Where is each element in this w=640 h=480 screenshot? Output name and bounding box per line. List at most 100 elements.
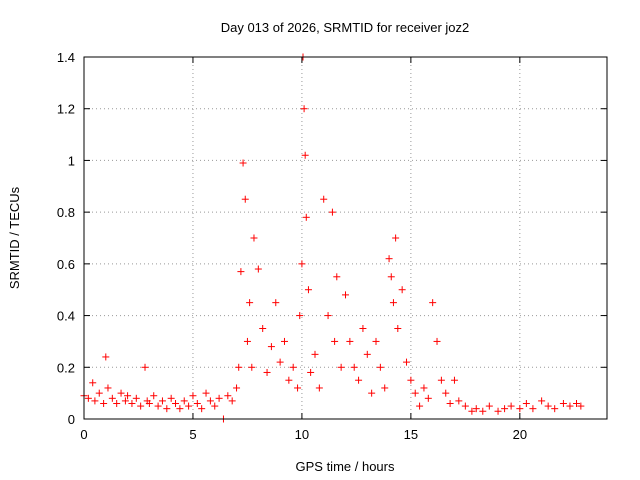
data-point xyxy=(403,358,411,366)
data-point xyxy=(389,299,397,307)
data-point xyxy=(337,363,345,371)
data-point xyxy=(381,384,389,392)
data-point xyxy=(398,286,406,294)
ticks: 0 5 10 15 20 0 0.2 0.4 0.6 0.8 1 1.2 1.4 xyxy=(57,50,607,442)
data-point xyxy=(259,325,267,332)
data-point xyxy=(254,265,262,273)
data-point xyxy=(224,392,232,400)
data-point xyxy=(342,291,349,299)
data-point xyxy=(551,405,559,413)
data-point xyxy=(137,402,145,410)
data-point xyxy=(185,402,193,410)
data-point xyxy=(100,399,108,407)
data-point xyxy=(516,405,524,413)
data-point xyxy=(350,363,358,371)
data-point xyxy=(176,405,184,413)
data-point xyxy=(233,384,241,392)
y-tick-label: 1.4 xyxy=(57,50,75,65)
data-point xyxy=(104,384,112,392)
y-tick-label: 0.2 xyxy=(57,360,75,375)
data-point xyxy=(239,159,247,167)
data-point xyxy=(215,394,223,402)
data-point xyxy=(433,337,441,345)
data-point xyxy=(472,405,480,413)
data-point xyxy=(331,337,339,345)
data-point xyxy=(324,312,332,320)
data-point xyxy=(289,363,297,371)
data-point xyxy=(359,325,367,332)
data-point xyxy=(372,337,380,345)
data-point xyxy=(407,376,415,384)
data-point xyxy=(320,195,328,203)
chart-title: Day 013 of 2026, SRMTID for receiver joz… xyxy=(221,20,470,35)
y-tick-label: 1 xyxy=(68,153,75,168)
data-point xyxy=(494,407,502,415)
data-point xyxy=(302,213,310,221)
data-point xyxy=(113,399,121,407)
data-point xyxy=(416,402,424,410)
data-point xyxy=(154,402,162,410)
data-point xyxy=(241,195,249,203)
data-point xyxy=(538,397,546,405)
data-point xyxy=(193,399,201,407)
data-point xyxy=(411,389,419,397)
data-point xyxy=(163,405,171,413)
data-point xyxy=(280,337,288,345)
y-tick-label: 0 xyxy=(68,412,75,427)
data-point xyxy=(250,234,258,242)
data-point xyxy=(237,268,245,276)
data-point xyxy=(368,389,376,397)
plot-frame xyxy=(83,56,608,420)
data-point xyxy=(294,384,302,392)
data-point xyxy=(385,255,393,263)
data-point xyxy=(180,397,188,405)
data-point xyxy=(485,402,493,410)
data-point xyxy=(141,363,149,371)
data-point xyxy=(243,337,251,345)
data-point xyxy=(507,402,515,410)
data-point xyxy=(285,376,293,384)
data-point xyxy=(300,105,308,113)
data-point xyxy=(566,402,574,410)
data-point xyxy=(91,397,99,405)
data-point xyxy=(108,394,116,402)
y-tick-label: 0.8 xyxy=(57,205,75,220)
data-point xyxy=(117,389,125,397)
data-point xyxy=(328,208,336,216)
data-point xyxy=(455,397,463,405)
data-point xyxy=(392,234,400,242)
data-point xyxy=(124,392,132,400)
data-point xyxy=(376,363,384,371)
data-point xyxy=(121,397,129,405)
data-point xyxy=(172,399,180,407)
data-point xyxy=(394,325,402,332)
data-point xyxy=(420,384,428,392)
x-axis-label: GPS time / hours xyxy=(296,459,395,474)
data-point xyxy=(128,399,136,407)
data-point xyxy=(315,384,323,392)
data-point xyxy=(450,376,458,384)
x-tick-label: 15 xyxy=(404,427,418,442)
data-points xyxy=(80,53,585,423)
data-point xyxy=(387,273,395,281)
x-tick-label: 0 xyxy=(80,427,87,442)
data-point xyxy=(572,399,580,407)
data-point xyxy=(235,363,243,371)
grid xyxy=(84,57,607,419)
data-point xyxy=(311,350,319,358)
data-point xyxy=(333,273,341,281)
data-point xyxy=(424,394,432,402)
data-point xyxy=(211,402,219,410)
data-point xyxy=(522,399,530,407)
data-point xyxy=(437,376,445,384)
y-tick-label: 0.4 xyxy=(57,309,75,324)
x-tick-label: 20 xyxy=(513,427,527,442)
data-point xyxy=(468,407,476,415)
data-point xyxy=(307,368,315,376)
data-point xyxy=(442,389,450,397)
data-point xyxy=(577,402,585,410)
data-point xyxy=(479,407,487,415)
data-point xyxy=(304,286,312,294)
